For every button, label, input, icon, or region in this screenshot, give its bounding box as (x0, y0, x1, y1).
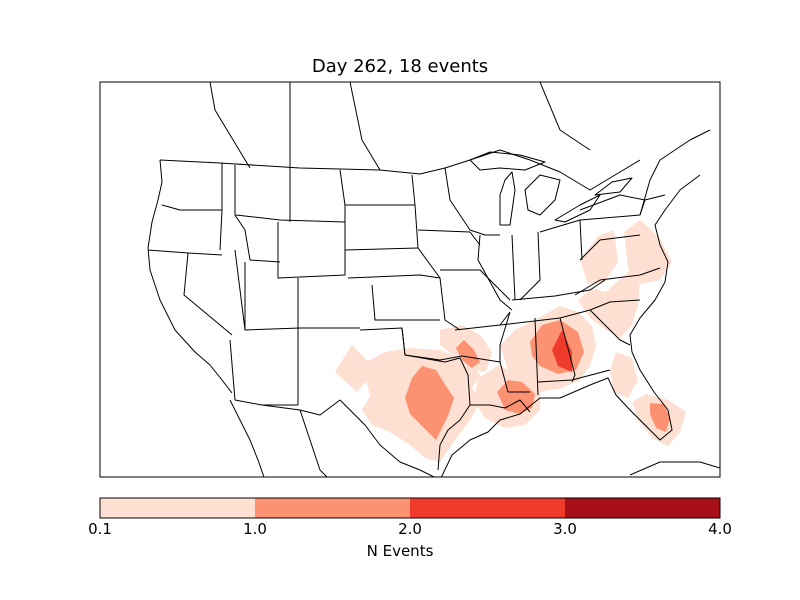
colorbar-tick-label: 2.0 (398, 520, 422, 538)
colorbar-bin-3 (410, 498, 565, 518)
colorbar-tick-label: 4.0 (708, 520, 732, 538)
colorbar-bin-2 (255, 498, 410, 518)
level-3-regions (552, 330, 572, 372)
event-density-layer (335, 220, 686, 462)
colorbar-bin-1 (100, 498, 255, 518)
level-1-regions (335, 220, 686, 462)
colorbar-label: N Events (366, 542, 434, 560)
map-frame (99, 81, 721, 478)
colorbar-frame (99, 497, 721, 519)
colorbar-bin-4 (565, 498, 720, 518)
colorbar-tick-label: 3.0 (553, 520, 577, 538)
state-boundaries (147, 82, 720, 477)
colorbar-tick-label: 0.1 (88, 520, 112, 538)
map-title: Day 262, 18 events (311, 56, 489, 77)
colorbar (99, 497, 721, 519)
colorbar-tick-label: 1.0 (243, 520, 267, 538)
